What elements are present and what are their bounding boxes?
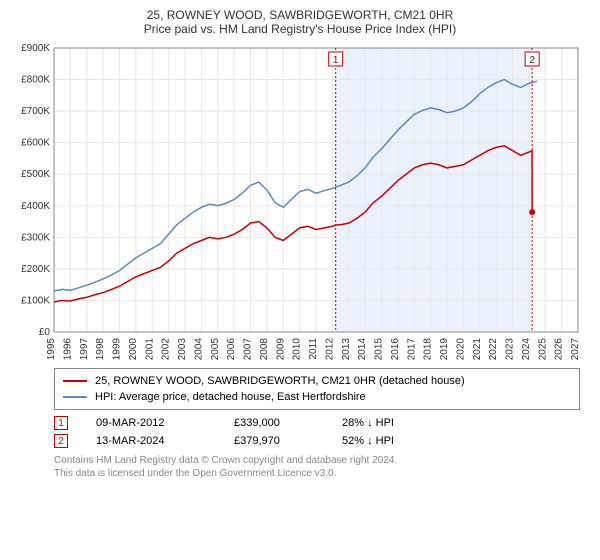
x-tick-label: 2020 <box>455 338 466 361</box>
chart-subtitle: Price paid vs. HM Land Registry's House … <box>10 22 590 36</box>
legend: 25, ROWNEY WOOD, SAWBRIDGEWORTH, CM21 0H… <box>54 368 580 410</box>
marker-price: £379,970 <box>234 435 314 447</box>
x-tick-label: 2015 <box>374 338 385 361</box>
marker-diff: 28% ↓ HPI <box>342 417 394 429</box>
x-tick-label: 2011 <box>308 338 319 360</box>
x-tick-label: 2002 <box>161 338 172 361</box>
x-tick-label: 1999 <box>112 338 123 361</box>
x-tick-label: 2016 <box>390 338 401 361</box>
y-tick-label: £0 <box>39 327 51 338</box>
y-tick-label: £700K <box>21 106 50 117</box>
x-tick-label: 2018 <box>423 338 434 361</box>
marker-table-badge: 2 <box>54 434 68 448</box>
x-tick-label: 2008 <box>259 338 270 361</box>
marker-price: £339,000 <box>234 417 314 429</box>
y-tick-label: £600K <box>21 138 50 149</box>
x-tick-label: 2003 <box>177 338 188 361</box>
x-tick-label: 2009 <box>275 338 286 361</box>
x-tick-label: 2014 <box>357 338 368 361</box>
y-tick-label: £100K <box>21 295 50 306</box>
x-tick-label: 2012 <box>324 338 335 361</box>
marker-table-row: 2 13-MAR-2024 £379,970 52% ↓ HPI <box>54 432 580 450</box>
x-tick-label: 2001 <box>144 338 155 361</box>
x-tick-label: 2006 <box>226 338 237 361</box>
footer-line-1: Contains HM Land Registry data © Crown c… <box>54 454 580 467</box>
x-tick-label: 1998 <box>95 338 106 361</box>
x-tick-label: 2004 <box>193 338 204 361</box>
x-tick-label: 2025 <box>537 338 548 361</box>
legend-swatch <box>63 396 87 398</box>
y-tick-label: £500K <box>21 169 50 180</box>
x-tick-label: 2022 <box>488 338 499 361</box>
x-tick-label: 2007 <box>243 338 254 361</box>
legend-label: HPI: Average price, detached house, East… <box>95 391 366 403</box>
marker-table-row: 1 09-MAR-2012 £339,000 28% ↓ HPI <box>54 414 580 432</box>
y-tick-label: £200K <box>21 264 50 275</box>
attribution-footer: Contains HM Land Registry data © Crown c… <box>54 454 580 480</box>
marker-date: 09-MAR-2012 <box>96 417 206 429</box>
marker-diff: 52% ↓ HPI <box>342 435 394 447</box>
x-tick-label: 2000 <box>128 338 139 361</box>
legend-row: HPI: Average price, detached house, East… <box>63 389 571 405</box>
x-tick-label: 1995 <box>46 338 57 361</box>
x-tick-label: 2013 <box>341 338 352 361</box>
x-tick-label: 2005 <box>210 338 221 361</box>
marker-number: 2 <box>529 55 535 66</box>
y-tick-label: £800K <box>21 75 50 86</box>
y-tick-label: £900K <box>21 43 50 54</box>
line-chart: £0 £100K £200K £300K £400K £500K £600K £700K £80… <box>10 42 590 362</box>
y-tick-label: £400K <box>21 201 50 212</box>
legend-row: 25, ROWNEY WOOD, SAWBRIDGEWORTH, CM21 0H… <box>63 373 571 389</box>
footer-line-2: This data is licensed under the Open Gov… <box>54 467 580 480</box>
x-tick-label: 2024 <box>521 338 532 361</box>
legend-swatch <box>63 380 87 382</box>
x-tick-label: 2026 <box>554 338 565 361</box>
y-tick-label: £300K <box>21 232 50 243</box>
marker-table-badge: 1 <box>54 416 68 430</box>
legend-label: 25, ROWNEY WOOD, SAWBRIDGEWORTH, CM21 0H… <box>95 375 465 387</box>
end-marker <box>529 209 535 215</box>
x-tick-label: 1997 <box>79 338 90 361</box>
x-tick-label: 2023 <box>505 338 516 361</box>
x-tick-label: 2021 <box>472 338 483 361</box>
marker-date: 13-MAR-2024 <box>96 435 206 447</box>
marker-number: 1 <box>333 55 339 66</box>
x-tick-label: 2017 <box>406 338 417 361</box>
marker-table: 1 09-MAR-2012 £339,000 28% ↓ HPI 2 13-MAR-202… <box>54 414 580 450</box>
chart-title: 25, ROWNEY WOOD, SAWBRIDGEWORTH, CM21 0H… <box>10 8 590 22</box>
x-tick-label: 1996 <box>62 338 73 361</box>
chart-area: £0 £100K £200K £300K £400K £500K £600K £700K £80… <box>10 42 590 362</box>
x-tick-label: 2010 <box>292 338 303 361</box>
x-tick-label: 2027 <box>570 338 581 361</box>
x-tick-label: 2019 <box>439 338 450 361</box>
